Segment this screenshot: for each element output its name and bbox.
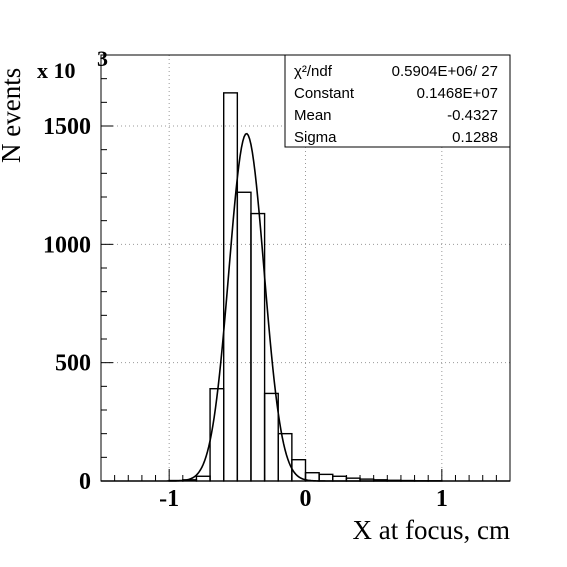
histogram-bin: [263, 392, 279, 482]
x-tick-label: 1: [436, 486, 448, 512]
y-tick-label: 1500: [43, 114, 91, 140]
stats-box: χ²/ndf 0.5904E+06/ 27 Constant 0.1468E+07 Me…: [284, 54, 511, 148]
stats-row-value: 0.5904E+06/ 27: [392, 63, 498, 80]
stats-row-name: Mean: [294, 107, 332, 124]
stats-row-value: 0.1468E+07: [417, 85, 498, 102]
x-tick-label: 0: [300, 486, 312, 512]
y-multiplier-exponent: 3: [97, 46, 108, 71]
stats-box-frame: [284, 54, 511, 148]
stats-row-name: Constant: [294, 85, 355, 102]
stats-row-name: χ²/ndf: [294, 63, 333, 80]
y-tick-label: 1000: [43, 232, 91, 258]
x-tick-label: -1: [159, 486, 179, 512]
y-tick-label: 0: [79, 469, 91, 495]
stats-row-value: -0.4327: [447, 107, 498, 124]
histogram-bin: [277, 432, 293, 482]
histogram-bin: [195, 475, 211, 482]
stats-row-value: 0.1288: [452, 129, 498, 146]
histogram-bin: [318, 473, 334, 482]
y-tick-label: 500: [55, 351, 91, 377]
gaussian-fit-curve: [101, 132, 510, 482]
y-tick-labels: 0 500 1000 1500: [43, 114, 91, 495]
y-multiplier-label: x 10: [37, 58, 76, 83]
histogram-bin: [250, 212, 266, 482]
histogram-bin: [222, 92, 239, 482]
y-axis-title: N events: [0, 68, 26, 163]
histogram-bin: [236, 191, 252, 482]
x-tick-labels: -1 0 1: [159, 486, 448, 512]
histogram-bin: [291, 459, 307, 482]
x-axis-title: X at focus, cm: [353, 515, 510, 545]
stats-row-name: Sigma: [294, 129, 337, 146]
